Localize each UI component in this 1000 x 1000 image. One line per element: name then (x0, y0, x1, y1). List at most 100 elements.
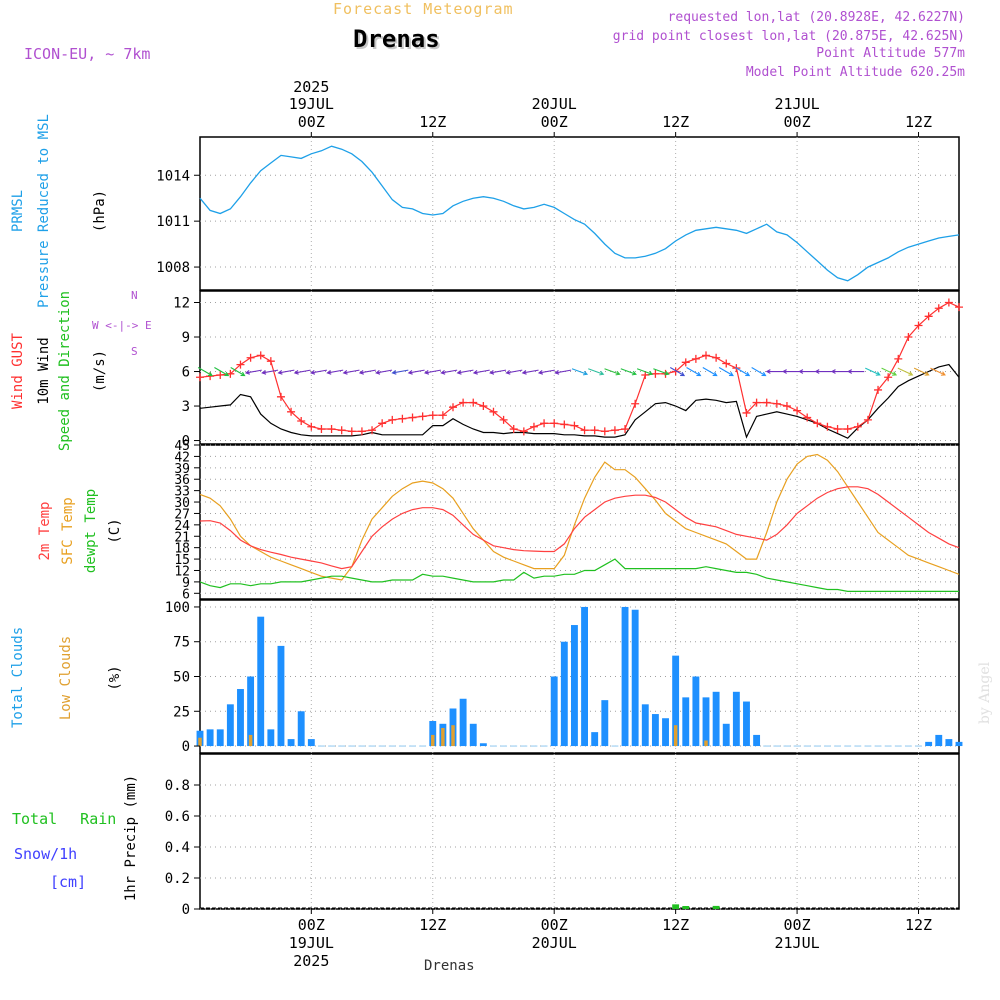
ytick-label-wind: 3 (182, 399, 190, 415)
wind-direction-arrow (489, 369, 507, 375)
gust-marker (347, 427, 356, 436)
wind-direction-arrow (865, 367, 881, 376)
total-cloud-bar (550, 676, 558, 747)
low-cloud-bar (673, 725, 678, 747)
total-cloud-bar (307, 739, 315, 747)
gust-marker (651, 369, 660, 378)
gust-marker (671, 367, 680, 376)
gust-marker (368, 426, 377, 435)
gust-marker (459, 398, 468, 407)
ytick-label-temperature: 21 (174, 530, 190, 545)
wind-direction-arrow (310, 369, 327, 375)
ytick-label-temperature: 15 (174, 553, 190, 568)
total-cloud-bar (479, 743, 487, 747)
clouds-title-2: Low Clouds (58, 635, 74, 721)
gust-marker (874, 385, 883, 394)
total-cloud-bar (621, 606, 629, 747)
gust-marker (529, 422, 538, 431)
credit-label: by Angel (977, 661, 993, 725)
gust-marker (732, 364, 741, 373)
total-cloud-bar (641, 704, 649, 747)
total-cloud-bar (469, 723, 477, 747)
top-time-label: 12Z (419, 113, 446, 131)
total-cloud-bar (247, 676, 255, 747)
total-cloud-bar (651, 714, 659, 747)
panel-frame-temperature (199, 444, 960, 600)
wind-direction-arrow (505, 369, 523, 375)
total-cloud-bar (955, 741, 963, 747)
wind-direction-arrow (407, 369, 425, 375)
temp2m-line (199, 486, 960, 570)
total-cloud-bar (439, 723, 447, 747)
gust-marker (449, 403, 457, 412)
ytick-label-wind: 9 (182, 330, 190, 346)
clouds-title-1: Total Clouds (10, 626, 26, 728)
bottom-day-label: 19JUL (289, 934, 334, 952)
ytick-label-clouds: 0 (182, 739, 190, 755)
bottom-time-label: 00Z (541, 916, 568, 934)
gust-marker (226, 369, 235, 378)
wind-direction-arrow (214, 367, 230, 377)
wind-direction-arrow (375, 369, 393, 375)
wind-title-1: Wind GUST (10, 333, 26, 409)
gust-marker (246, 353, 255, 362)
sfc-temp-line (199, 453, 960, 581)
gust-marker (742, 408, 751, 417)
low-cloud-bar (248, 734, 253, 747)
gust-marker (337, 426, 346, 435)
total-cloud-bar (732, 691, 740, 747)
bottom-time-label: 12Z (419, 916, 446, 934)
model-label: ICON-EU, ~ 7km (24, 45, 151, 63)
gust-marker (772, 399, 781, 408)
wind-direction-arrow (197, 367, 213, 377)
gust-marker (884, 373, 893, 382)
pressure-line (199, 145, 960, 282)
gust-marker (560, 420, 569, 429)
ytick-label-temperature: 39 (174, 462, 190, 477)
gust-marker (621, 425, 630, 434)
ytick-label-temperature: 36 (174, 473, 190, 488)
ytick-label-precip: 0.2 (165, 871, 190, 887)
total-cloud-bar (631, 609, 639, 747)
gust-marker (469, 398, 478, 407)
gust-marker (833, 425, 842, 434)
gust-marker (256, 351, 265, 360)
gust-marker (317, 425, 326, 434)
gust-marker (297, 416, 306, 425)
total-cloud-bar (459, 698, 467, 747)
ytick-label-temperature: 45 (174, 439, 190, 454)
compass-n: N (131, 289, 138, 302)
wind-direction-arrow (620, 368, 637, 376)
top-time-label: 00Z (784, 113, 811, 131)
precip-title-3: [cm] (50, 873, 87, 891)
wind-direction-arrow (391, 369, 409, 375)
bottom-time-label: 00Z (784, 916, 811, 934)
gust-marker (236, 360, 245, 369)
ytick-label-wind: 6 (182, 365, 190, 381)
ytick-label-temperature: 24 (174, 519, 190, 534)
ytick-label-temperature: 30 (174, 496, 190, 511)
gust-marker (904, 333, 913, 342)
gust-marker (276, 392, 285, 401)
gust-marker (823, 422, 832, 431)
total-cloud-bar (429, 721, 437, 747)
gust-marker (691, 354, 700, 363)
gust-line (199, 301, 960, 432)
wind-direction-arrow (521, 369, 539, 375)
total-cloud-bar (682, 697, 690, 747)
gust-marker (793, 406, 802, 415)
gust-marker (803, 413, 812, 422)
temp-title-3: dewpt Temp (83, 488, 99, 574)
gust-marker (378, 419, 387, 428)
total-cloud-bar (702, 697, 710, 747)
compass-row: W <-|-> E (92, 319, 152, 332)
gust-marker (590, 426, 599, 435)
ytick-label-temperature: 33 (174, 485, 190, 500)
temp-title-2: SFC Temp (60, 497, 76, 565)
gust-marker (519, 427, 528, 436)
gust-marker (722, 359, 731, 368)
total-cloud-bar (925, 741, 933, 747)
gust-marker (418, 412, 427, 421)
gust-marker (853, 422, 862, 431)
